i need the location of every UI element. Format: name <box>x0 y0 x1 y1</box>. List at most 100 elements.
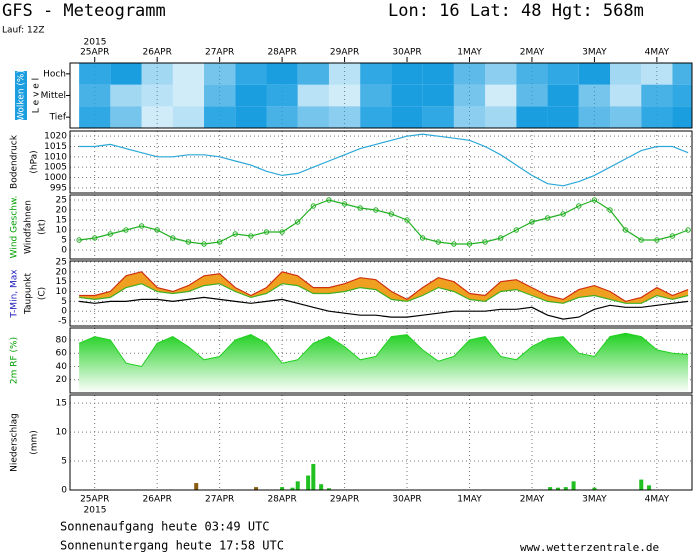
cloud-cell <box>297 106 329 128</box>
y-axis-label: (mm) <box>30 430 40 455</box>
y-tick-label: 1010 <box>44 152 67 162</box>
series-line <box>79 199 689 245</box>
panel-frame <box>69 194 693 260</box>
y-tick-label: 20 <box>56 206 68 216</box>
sunrise: Sonnenaufgang heute 03:49 UTC <box>60 520 270 534</box>
series-marker <box>685 227 691 233</box>
cloud-cell <box>110 63 142 85</box>
cloud-cell <box>516 63 548 85</box>
date-label-bottom: 25APR <box>80 495 109 505</box>
y-tick-label: 0 <box>61 307 67 317</box>
series-line <box>79 133 689 187</box>
y-tick-label: 20 <box>56 375 68 385</box>
cloud-cell <box>641 106 673 128</box>
y-tick-label: 10 <box>56 428 68 438</box>
y-axis-label: (C) <box>38 287 48 300</box>
date-label-top: 28APR <box>267 48 296 58</box>
series-line <box>79 296 689 320</box>
cloud-cell <box>485 106 517 128</box>
cloud-cell <box>672 84 692 107</box>
panel-background <box>70 395 692 490</box>
level-label: Hoch <box>43 69 66 79</box>
y-tick-label: 10 <box>56 287 68 297</box>
cloud-cell <box>141 84 173 107</box>
year-top: 2015 <box>84 38 107 48</box>
series-marker <box>419 235 426 241</box>
date-label-top: 25APR <box>80 48 109 58</box>
cloud-label-box <box>15 71 27 120</box>
area-line <box>78 332 689 368</box>
series-marker <box>466 241 473 247</box>
series-line <box>79 283 689 304</box>
panel-background <box>70 131 692 193</box>
cloud-cell <box>204 63 236 85</box>
series-marker <box>92 235 98 241</box>
series-marker <box>123 227 129 233</box>
y-tick-label: 1020 <box>44 132 67 142</box>
series-marker <box>373 207 379 213</box>
precip-bar <box>319 484 324 490</box>
panel-frame <box>69 130 693 194</box>
y-tick-label: 40 <box>56 362 68 372</box>
cloud-cell <box>79 106 111 128</box>
series-marker <box>216 239 223 245</box>
location: Lon: 16 Lat: 48 Hgt: 568m <box>388 1 644 21</box>
y-tick-label: 1015 <box>44 142 67 152</box>
series-marker <box>669 233 676 239</box>
precip-bar <box>280 487 285 490</box>
series-marker <box>138 223 145 229</box>
precip-bar <box>295 481 300 490</box>
cloud-cell <box>485 63 517 85</box>
y-tick-label: 25 <box>56 257 67 267</box>
cloud-cell <box>422 84 454 107</box>
area-fill <box>79 333 689 393</box>
series-marker <box>638 237 644 243</box>
cloud-cell <box>610 84 642 107</box>
cloud-cell <box>235 84 267 107</box>
cloud-cell <box>328 106 361 128</box>
y-tick-label: 1005 <box>44 163 67 173</box>
series-marker <box>404 217 410 223</box>
cloud-cell <box>141 106 173 128</box>
date-label-bottom: 27APR <box>205 495 234 505</box>
y-tick-label: 5 <box>61 297 67 307</box>
title: GFS - Meteogramm <box>2 1 166 21</box>
cloud-cell <box>360 63 392 85</box>
cloud-cell <box>485 84 517 107</box>
cloud-cell <box>672 106 692 128</box>
cloud-cell <box>328 84 361 107</box>
cloud-cell <box>516 106 548 128</box>
y-axis-label: Niederschlag <box>10 413 20 472</box>
y-tick-label: 5 <box>61 457 67 467</box>
cloud-cell <box>172 63 205 85</box>
cloud-cell <box>297 84 329 107</box>
cloud-cell <box>641 84 673 107</box>
precip-bar <box>571 481 576 490</box>
precip-bar <box>647 485 652 490</box>
series-marker <box>185 239 192 245</box>
precip-bar <box>194 483 199 490</box>
date-label-top: 30APR <box>392 48 421 58</box>
series-marker <box>435 239 441 245</box>
cloud-cell <box>235 106 267 128</box>
precip-bar <box>306 475 311 490</box>
series-marker <box>295 219 301 225</box>
date-label-bottom: 29APR <box>330 495 359 505</box>
panel-frame <box>69 327 693 394</box>
cloud-cell <box>172 84 205 107</box>
cloud-cell <box>516 84 548 107</box>
panel-frame <box>69 260 693 327</box>
cloud-cell <box>266 63 298 85</box>
cloud-cell <box>297 63 329 85</box>
cloud-cell <box>79 63 111 85</box>
series-marker <box>201 241 207 247</box>
cloud-cell <box>172 106 205 128</box>
cloud-cell <box>391 106 423 128</box>
cloud-cell <box>360 106 392 128</box>
y-axis-label: (kt) <box>38 219 48 235</box>
cloud-cell <box>204 106 236 128</box>
cloud-cell <box>578 63 611 85</box>
series-marker <box>482 239 488 245</box>
date-label-bottom: 30APR <box>392 495 421 505</box>
precip-bar <box>639 479 644 490</box>
